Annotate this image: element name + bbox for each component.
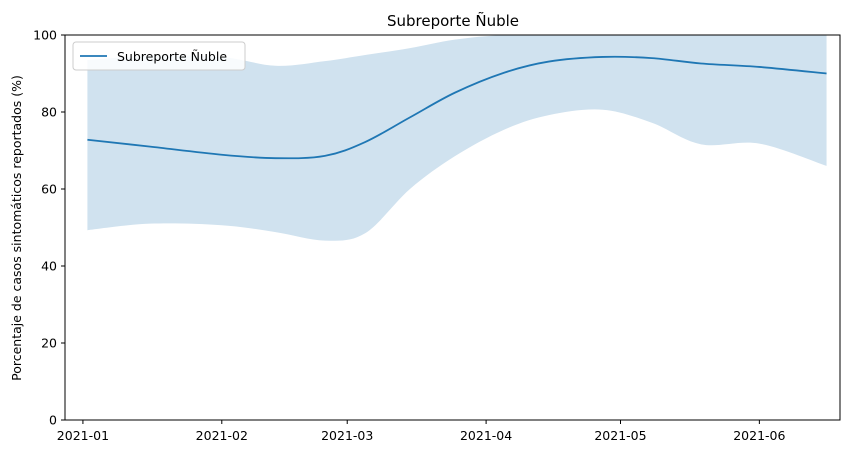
y-tick-label: 40: [41, 259, 57, 274]
legend: Subreporte Ñuble: [72, 41, 246, 71]
legend-entry-0: Subreporte Ñuble: [117, 49, 227, 64]
y-axis-label: Porcentaje de casos sintomáticos reporta…: [9, 75, 24, 381]
chart-title: Subreporte Ñuble: [387, 11, 519, 30]
y-tick-label: 0: [49, 413, 57, 428]
y-tick-label: 20: [41, 336, 57, 351]
x-tick-label: 2021-03: [321, 428, 373, 443]
series-line-0: [87, 55, 827, 160]
plot-frame: [64, 34, 841, 421]
y-tick-label: 80: [41, 105, 57, 120]
y-tick-label: 100: [33, 28, 57, 43]
y-tick-label: 60: [41, 182, 57, 197]
x-tick-label: 2021-05: [594, 428, 646, 443]
x-tick-label: 2021-06: [733, 428, 785, 443]
confidence-band-0: [87, 35, 827, 241]
x-tick-label: 2021-01: [57, 428, 109, 443]
plot-area: 0 20 40 60 80 100 2021-01 2021-02 2021-03 2021-04…: [33, 28, 841, 443]
legend-box: [72, 41, 246, 71]
x-tick-label: 2021-04: [460, 428, 512, 443]
x-tick-label: 2021-02: [196, 428, 248, 443]
